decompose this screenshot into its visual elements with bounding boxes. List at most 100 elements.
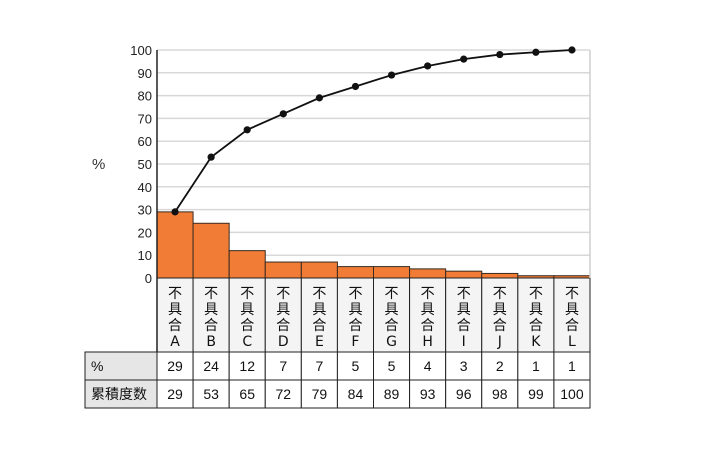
category-label-char: K bbox=[531, 334, 541, 350]
table-cell bbox=[336, 351, 374, 381]
table-cell bbox=[192, 351, 230, 381]
category-label-char: 合 bbox=[457, 318, 471, 334]
category-cell bbox=[409, 277, 447, 353]
category-label-char: 不 bbox=[529, 286, 543, 302]
category-label-char: 合 bbox=[168, 318, 182, 334]
category-label-char: J bbox=[497, 334, 502, 350]
y-tick-label: 50 bbox=[138, 157, 152, 172]
table-cell-value: 24 bbox=[203, 358, 219, 374]
y-tick-label: 100 bbox=[130, 43, 152, 58]
category-label-char: 不 bbox=[276, 286, 290, 302]
line-marker bbox=[315, 94, 323, 102]
category-label-char: 不 bbox=[348, 286, 362, 302]
table-cell-value: 2 bbox=[496, 358, 504, 374]
category-label-char: 不 bbox=[457, 286, 471, 302]
table-cell-value: 1 bbox=[568, 358, 576, 374]
table-row-label-cell bbox=[84, 379, 158, 409]
category-label-char: 具 bbox=[421, 302, 435, 318]
table-cell bbox=[481, 379, 519, 409]
category-label-char: 不 bbox=[565, 286, 579, 302]
category-cell bbox=[373, 277, 411, 353]
category-label-char: C bbox=[242, 334, 252, 350]
line-marker bbox=[568, 46, 576, 54]
table-cell-value: 65 bbox=[239, 386, 255, 402]
table-cell bbox=[409, 351, 447, 381]
table-cell bbox=[264, 379, 302, 409]
table-row-label: % bbox=[91, 358, 103, 374]
category-label-char: 合 bbox=[493, 318, 507, 334]
y-tick-label: 0 bbox=[145, 271, 152, 286]
y-tick-label: 20 bbox=[138, 225, 152, 240]
line-marker bbox=[351, 82, 360, 91]
category-cell bbox=[300, 277, 338, 353]
table-cell bbox=[445, 379, 483, 409]
category-labels: 不具合A不具合B不具合C不具合D不具合E不具合F不具合G不具合H不具合I不具合J… bbox=[156, 277, 591, 353]
y-tick-label: 80 bbox=[138, 89, 152, 104]
table-cell bbox=[553, 379, 591, 409]
table-cell bbox=[517, 379, 555, 409]
table-cell-value: 5 bbox=[352, 358, 360, 374]
line-marker bbox=[460, 55, 468, 63]
category-cell bbox=[553, 277, 591, 353]
line-marker bbox=[424, 62, 432, 70]
category-cell bbox=[336, 277, 374, 353]
category-label-char: 具 bbox=[348, 302, 362, 318]
category-label-char: B bbox=[206, 334, 216, 350]
category-label-char: 不 bbox=[493, 286, 507, 302]
table-cell-value: 29 bbox=[167, 358, 183, 374]
table-cell bbox=[192, 379, 230, 409]
y-tick-label: 70 bbox=[138, 111, 152, 126]
table-cell-value: 4 bbox=[424, 358, 432, 374]
category-label-char: 具 bbox=[204, 302, 218, 318]
category-label-char: 不 bbox=[421, 286, 435, 302]
category-label-char: 不 bbox=[385, 286, 399, 302]
y-tick-label: 30 bbox=[138, 203, 152, 218]
category-label-char: 具 bbox=[493, 302, 507, 318]
y-tick-label: 90 bbox=[138, 66, 152, 81]
line-marker bbox=[171, 208, 179, 216]
category-label-char: 不 bbox=[168, 286, 182, 302]
category-label-char: 具 bbox=[565, 302, 579, 318]
category-label-char: I bbox=[462, 334, 466, 350]
category-label-char: 具 bbox=[240, 302, 254, 318]
table-cell bbox=[481, 351, 519, 381]
line-marker bbox=[532, 48, 540, 56]
table-cell-value: 7 bbox=[315, 358, 323, 374]
category-label-char: 不 bbox=[204, 286, 218, 302]
category-label-char: 合 bbox=[312, 318, 326, 334]
category-label-char: 具 bbox=[529, 302, 543, 318]
category-label-char: 合 bbox=[421, 318, 435, 334]
category-label-char: 不 bbox=[312, 286, 326, 302]
cumulative-line-series bbox=[171, 46, 576, 216]
table-cell bbox=[156, 351, 194, 381]
category-label-char: 不 bbox=[240, 286, 254, 302]
table-row-label-cell bbox=[84, 351, 158, 381]
category-label-char: A bbox=[170, 334, 180, 350]
line-marker bbox=[279, 110, 287, 118]
bar bbox=[264, 261, 302, 279]
category-label-char: H bbox=[422, 334, 433, 350]
table-cell-value: 100 bbox=[560, 386, 584, 402]
category-label-char: 合 bbox=[348, 318, 362, 334]
table-cell bbox=[228, 351, 266, 381]
table-cell bbox=[409, 379, 447, 409]
table-cell-value: 7 bbox=[279, 358, 287, 374]
y-axis-label: % bbox=[92, 156, 105, 173]
bar bbox=[336, 266, 374, 279]
category-label-char: 合 bbox=[529, 318, 543, 334]
category-label-char: G bbox=[386, 334, 397, 350]
bar bbox=[192, 222, 230, 279]
table-cell-value: 29 bbox=[167, 386, 183, 402]
table-cell-value: 5 bbox=[388, 358, 396, 374]
bar bbox=[300, 261, 338, 279]
table-cell-value: 84 bbox=[348, 386, 364, 402]
table-cell bbox=[228, 379, 266, 409]
table-cell bbox=[300, 379, 338, 409]
data-table: % 29 24 12 7 7 5 5 4 3 2 1 1 累積度数 29 53 65 72 79 84 89 93 96 98… bbox=[84, 351, 591, 409]
bar bbox=[445, 270, 483, 279]
y-tick-label: 60 bbox=[138, 134, 152, 149]
table-cell-value: 3 bbox=[460, 358, 468, 374]
bar bbox=[373, 266, 411, 279]
line-marker bbox=[387, 71, 396, 79]
table-cell-value: 98 bbox=[492, 386, 508, 402]
